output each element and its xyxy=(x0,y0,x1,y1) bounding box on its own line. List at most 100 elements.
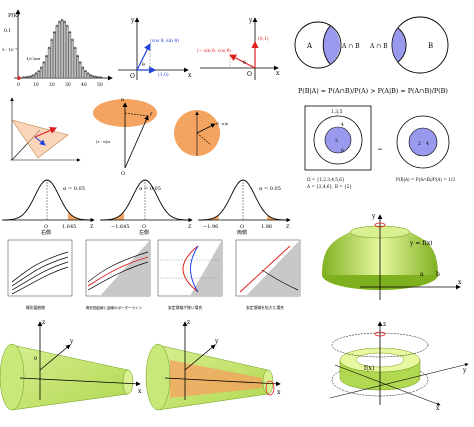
cone-panel-2: z y x xyxy=(145,319,281,411)
normal-tail xyxy=(67,211,91,220)
hist-point xyxy=(47,46,51,49)
normal-crit: −1.645 xyxy=(111,224,130,230)
cone2-y: y xyxy=(214,338,219,345)
uv2-x: x xyxy=(276,70,280,77)
hist-bar xyxy=(63,21,66,79)
hist-point xyxy=(94,75,97,78)
hist-point xyxy=(22,76,25,79)
solid-a: a xyxy=(420,271,424,278)
svg-text:n: n xyxy=(121,97,125,103)
uv2-y: y xyxy=(248,17,253,24)
solid-x: x xyxy=(458,279,462,286)
normal-dist-left: α = 0.05 O Z −1.645 左側 xyxy=(100,179,193,236)
normal-z: Z xyxy=(286,224,290,230)
dice-circle-panel: 2 4 P(B|A) = P(A∩B)/P(A) = 1/3 xyxy=(396,115,455,182)
hist-xtick: 10 xyxy=(33,82,39,88)
hist-point xyxy=(89,73,92,77)
venn1-cap: A ∩ B xyxy=(341,43,360,50)
uv2-vec: (− sin θ, cos θ) xyxy=(197,47,231,54)
venn1-a: A xyxy=(306,42,313,50)
normal-z: Z xyxy=(188,224,192,230)
cond-formula: P(B|A) = P(A∩B)/P(A) > P(A|B) = P(A∩B)/P… xyxy=(298,87,448,95)
hist-point xyxy=(71,38,74,41)
hist-bar xyxy=(37,70,40,79)
hist-point xyxy=(73,46,77,49)
normal-origin: O xyxy=(142,224,146,230)
hist-bar xyxy=(99,77,103,79)
hist-point xyxy=(34,72,38,75)
hist-bar xyxy=(42,62,46,79)
hist-point xyxy=(79,61,82,64)
uv1-o: O xyxy=(130,73,135,80)
normal-crit-right: 1.96 xyxy=(261,224,272,230)
cone1-y: y xyxy=(69,338,74,345)
hist-point xyxy=(97,76,100,79)
dice-cap2: A = {2,4,6}, B = {2} xyxy=(306,184,352,189)
normal-caption: 両側 xyxy=(237,229,247,236)
normal-tail xyxy=(267,214,287,220)
hist-bars xyxy=(21,18,103,79)
venn-panel-2: A ∩ B B xyxy=(369,16,449,74)
hist-point xyxy=(68,31,71,34)
hist-bar xyxy=(94,76,98,79)
plane-3d-panel xyxy=(10,97,81,162)
solid-f: y = f(x) xyxy=(409,240,433,247)
hist-ylabel: P(k) xyxy=(8,12,19,19)
curves-panel-3: 安定領域が狭い場合 xyxy=(157,239,223,310)
curves-cap2: 概形図曲線と曲線のボーダーライン xyxy=(86,305,142,310)
dcircle-cap: P(B|A) = P(A∩B)/P(A) = 1/3 xyxy=(396,177,455,182)
uv2-theta: θ xyxy=(243,60,246,66)
hist-bar xyxy=(47,47,51,79)
hist-point xyxy=(29,75,32,78)
cone1-theta: θ xyxy=(34,356,37,362)
uv1-10: (1,0) xyxy=(158,71,169,78)
hist-point xyxy=(50,38,53,41)
normal-tail xyxy=(199,214,219,220)
dice-c6: 6 xyxy=(341,148,344,154)
hist-bar xyxy=(66,25,69,79)
hist-point xyxy=(53,31,56,34)
cone1-z: z xyxy=(42,319,45,326)
hist-point xyxy=(84,69,87,73)
hist-point xyxy=(81,66,84,69)
solid-y: y xyxy=(371,213,376,220)
hist-ticks: 0 10 20 30 40 50 xyxy=(17,82,103,88)
normal-alpha: α = 0.05 xyxy=(63,186,85,192)
dcircle-c4: 4 xyxy=(426,141,429,147)
hist-bar xyxy=(81,67,85,79)
curves-panel-2: 概形図曲線と曲線のボーダーライン xyxy=(85,239,151,310)
hist-point xyxy=(45,54,48,58)
hist-bar xyxy=(76,55,79,79)
dice-box-panel: 1,3,5 2 4 6 Ω = {1,2,3,4,5,6} A = {2,4,6… xyxy=(304,105,372,189)
hist-point xyxy=(92,75,95,78)
venn2-b: B xyxy=(428,42,433,50)
hist-point xyxy=(32,73,35,77)
normal-caption: 左側 xyxy=(139,229,149,236)
unit-vector-panel-2: y x O (− sin θ, cos θ) (0,1) θ xyxy=(197,17,280,80)
hist-point xyxy=(58,20,61,23)
normal-origin: O xyxy=(240,224,244,230)
hist-xtick: 20 xyxy=(49,82,55,88)
uv2-01: (0,1) xyxy=(258,35,269,42)
normal-alpha: α = 0.05 xyxy=(139,186,161,192)
hist-bar xyxy=(89,74,92,79)
hist-point xyxy=(86,72,90,75)
normal-origin: O xyxy=(44,224,48,230)
solid-b: b xyxy=(436,271,440,278)
hist-bar xyxy=(86,73,90,79)
hist-bar xyxy=(27,76,30,79)
hist-bar xyxy=(34,73,38,79)
hist-bar xyxy=(40,67,43,79)
svg-text:(r · n)n: (r · n)n xyxy=(96,139,110,144)
hist-xtick: 0 xyxy=(17,82,20,88)
histogram-panel: P(k) 0.1 5 · 10⁻² 1/√2πσ 0 10 20 30 40 50 xyxy=(2,9,113,88)
dice-c4: 4 xyxy=(341,122,344,128)
svg-text:O: O xyxy=(121,171,125,177)
ring-panel: z f(x) x y xyxy=(329,321,469,412)
normal-dist-right: α = 0.05 O Z 1.645 右側 xyxy=(2,179,95,236)
hist-bar xyxy=(21,77,25,79)
normal-caption: 右側 xyxy=(41,229,51,236)
hist-bar xyxy=(79,62,82,79)
